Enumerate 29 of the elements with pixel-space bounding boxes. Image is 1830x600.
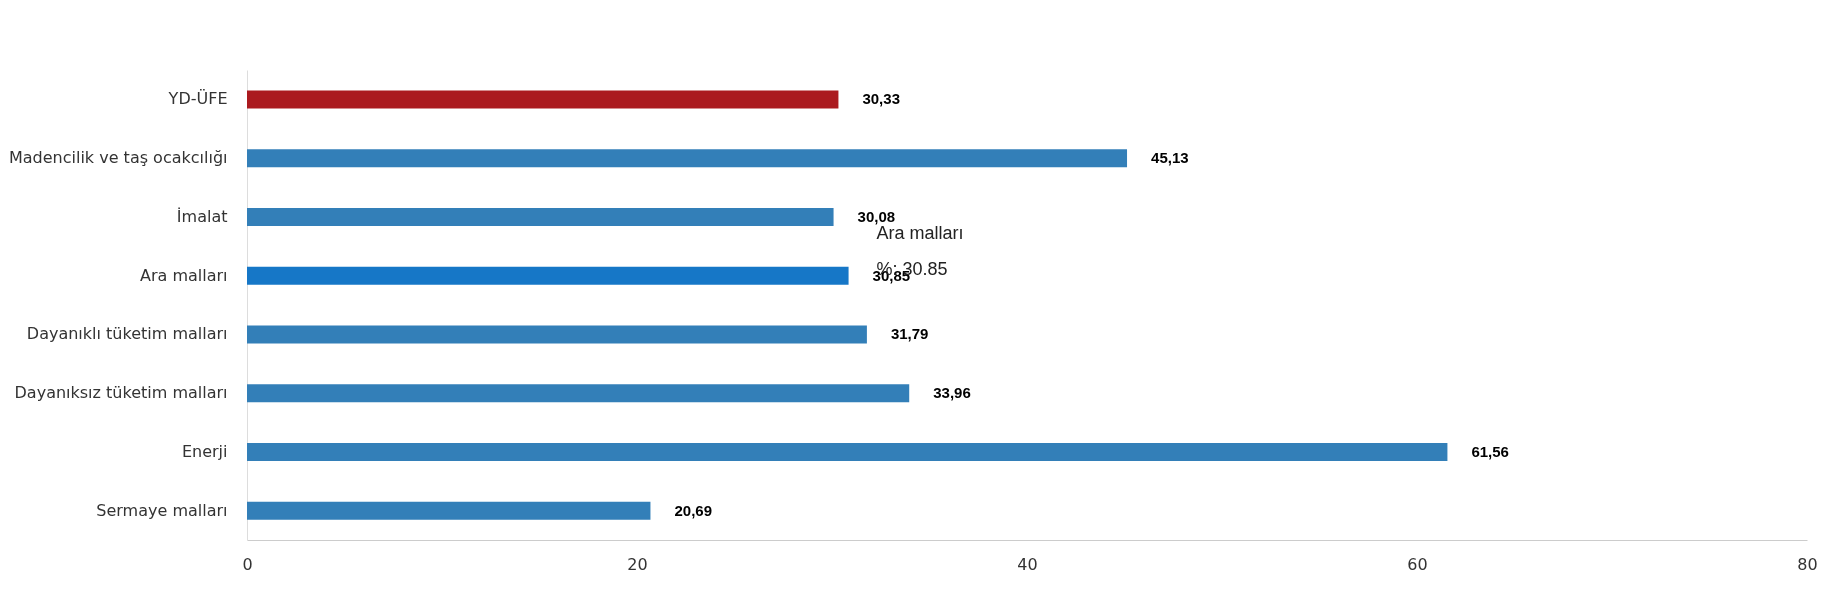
x-tick-label: 40 bbox=[1017, 554, 1038, 574]
bar bbox=[247, 149, 1128, 168]
y-tick-label: Ara malları bbox=[139, 265, 228, 285]
bar bbox=[247, 384, 910, 403]
annotation: Ara malları bbox=[876, 223, 964, 244]
x-tick-label: 20 bbox=[627, 554, 648, 574]
x-tick-label: 80 bbox=[1797, 554, 1818, 574]
bar bbox=[247, 90, 839, 109]
bar bbox=[247, 442, 1448, 461]
y-tick-label: YD-ÜFE bbox=[167, 89, 228, 109]
y-tick-label: Enerji bbox=[181, 441, 228, 461]
data-label: 20,69 bbox=[674, 501, 712, 519]
x-tick-label: 0 bbox=[242, 554, 253, 574]
data-label: 45,13 bbox=[1151, 149, 1189, 167]
x-tick-label: 60 bbox=[1407, 554, 1428, 574]
bar bbox=[247, 501, 651, 520]
data-label: 30,33 bbox=[862, 90, 900, 108]
bar bbox=[247, 325, 867, 344]
y-tick-label: Dayanıklı tüketim malları bbox=[26, 324, 228, 344]
y-tick-label: İmalat bbox=[176, 206, 228, 226]
y-tick-label: Dayanıksız tüketim malları bbox=[14, 383, 228, 403]
y-tick-label: Madencilik ve taş ocakcılığı bbox=[8, 148, 228, 168]
y-tick-label: Sermaye malları bbox=[96, 500, 228, 520]
bar bbox=[247, 207, 834, 226]
data-label: 61,56 bbox=[1471, 442, 1509, 460]
data-label: 31,79 bbox=[890, 325, 929, 343]
bar bbox=[247, 266, 849, 285]
data-label: 30,08 bbox=[857, 207, 896, 225]
data-label: 33,96 bbox=[933, 384, 971, 402]
